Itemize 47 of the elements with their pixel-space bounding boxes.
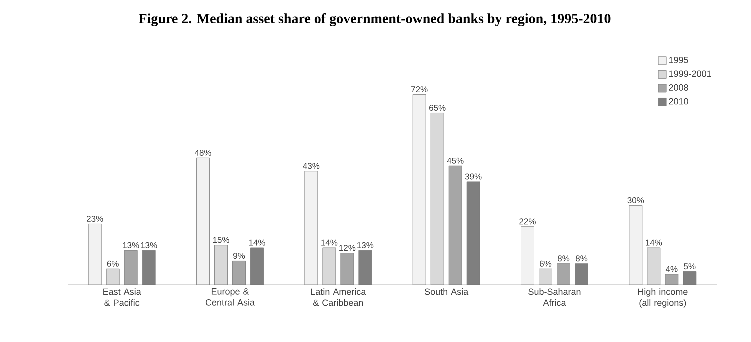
x-tick-label: East Asia & Pacific — [104, 288, 142, 306]
bar — [106, 268, 120, 285]
data-label: 8% — [576, 256, 588, 262]
data-label: 13% — [123, 242, 140, 248]
data-label: 4% — [666, 266, 678, 272]
bar — [430, 113, 444, 285]
bar — [647, 248, 661, 285]
x-tick-label: Latin America & Caribbean — [311, 288, 366, 306]
data-label: 45% — [447, 158, 464, 164]
bar — [412, 94, 426, 285]
data-label: 15% — [213, 237, 230, 244]
legend-label: 1999-2001 — [669, 70, 712, 78]
data-label: 6% — [540, 260, 552, 267]
data-label: 22% — [520, 218, 536, 225]
data-label: 23% — [87, 216, 104, 222]
data-label: 13% — [141, 242, 158, 248]
data-label: 8% — [558, 256, 570, 262]
data-label: 13% — [358, 242, 374, 248]
x-tick-label: South Asia — [424, 288, 469, 296]
bar — [521, 226, 534, 285]
legend-label: 2010 — [669, 98, 688, 105]
data-label: 9% — [234, 252, 246, 259]
data-label: 12% — [340, 245, 356, 252]
legend-label: 2008 — [669, 84, 688, 91]
bar — [539, 268, 552, 285]
x-tick-label: Europe & Central Asia — [206, 288, 256, 306]
data-label: 14% — [646, 240, 662, 246]
data-label: 43% — [303, 163, 320, 170]
bar — [322, 248, 336, 285]
data-label: 5% — [684, 264, 696, 270]
bar — [629, 206, 643, 285]
chart-title: Figure 2. Median asset share of government-owned banks by region, 1995-2010 — [138, 14, 611, 26]
data-label: 14% — [249, 240, 266, 246]
data-label: 14% — [322, 240, 338, 246]
x-tick-label: Sub-Saharan Africa — [528, 288, 581, 306]
data-label: 48% — [194, 150, 212, 156]
data-label: 65% — [430, 105, 446, 112]
data-label: 6% — [107, 260, 119, 267]
x-tick-label: High income (all regions) — [638, 288, 688, 308]
bar — [304, 171, 318, 285]
data-label: 39% — [465, 174, 482, 180]
data-label: 72% — [412, 86, 428, 93]
data-label: 30% — [628, 198, 644, 204]
bar — [214, 245, 228, 285]
legend-label: 1995 — [669, 56, 688, 64]
bar — [196, 158, 210, 285]
bar — [88, 224, 102, 285]
